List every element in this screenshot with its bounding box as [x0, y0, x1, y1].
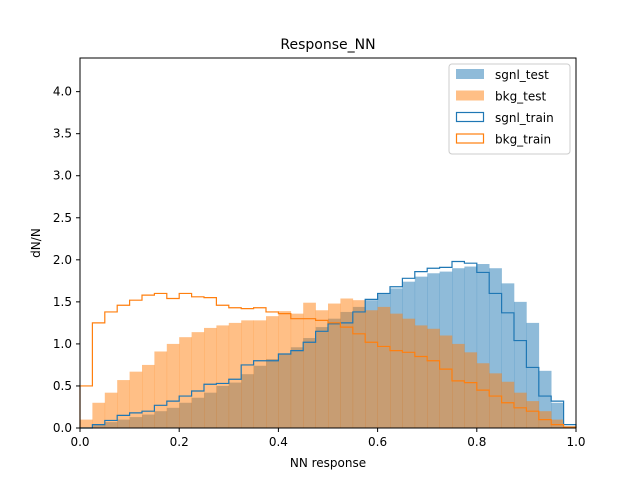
bar-bkg_test-2	[104, 392, 118, 428]
bar-bkg_test-29	[439, 335, 453, 428]
y-tick-label: 0.0	[53, 421, 72, 435]
legend-swatch-sgnl_test	[456, 69, 484, 79]
y-tick-label: 3.0	[53, 169, 72, 183]
bar-bkg_test-33	[489, 373, 502, 428]
bar-bkg_test-7	[166, 343, 180, 428]
bar-bkg_test-21	[340, 298, 354, 428]
legend-label-bkg_test: bkg_test	[495, 90, 547, 104]
bar-bkg_test-8	[179, 337, 192, 428]
bar-bkg_test-38	[551, 419, 564, 428]
y-tick-label: 1.5	[53, 295, 72, 309]
bar-bkg_test-5	[142, 364, 155, 428]
bar-bkg_test-27	[414, 325, 428, 428]
y-tick-label: 1.0	[53, 337, 72, 351]
bar-bkg_test-1	[92, 402, 106, 428]
bar-bkg_test-16	[278, 311, 292, 428]
x-axis-ticks: 0.0 0.2 0.4 0.6 0.8 1.0	[70, 428, 586, 449]
step-bkg_train	[79, 292, 577, 428]
bar-bkg_test-22	[352, 300, 366, 428]
legend-label-bkg_train: bkg_train	[495, 133, 551, 147]
bar-bkg_test-36	[526, 401, 540, 428]
step-sgnl_train	[80, 260, 577, 429]
x-tick-label: 0.2	[170, 435, 189, 449]
legend-swatch-bkg_train	[455, 133, 485, 144]
y-tick-label: 0.5	[53, 379, 72, 393]
bar-bkg_test-30	[452, 343, 465, 428]
x-tick-label: 0.6	[368, 435, 387, 449]
bar-bkg_test-10	[204, 327, 217, 428]
y-tick-label: 2.5	[53, 211, 72, 225]
axes-frame	[79, 57, 577, 429]
x-tick-label: 1.0	[566, 435, 585, 449]
legend-entries: sgnl_test bkg_test sgnl_train bkg_train	[455, 68, 554, 147]
bar-bkg_test-3	[117, 380, 130, 428]
bar-bkg_test-12	[228, 322, 242, 428]
x-axis-label: NN response	[290, 456, 366, 470]
legend-label-sgnl_test: sgnl_test	[495, 68, 549, 82]
y-tick-label: 2.0	[53, 253, 72, 267]
y-tick-label: 4.0	[53, 85, 72, 99]
y-axis-ticks: 0.0 0.5 1.0 1.5 2.0 2.5 3.0 3.5 4.0	[53, 85, 80, 435]
bar-bkg_test-19	[315, 310, 329, 428]
x-tick-label: 0.8	[467, 435, 486, 449]
bar-bkg_test-6	[154, 351, 168, 428]
bar-bkg_test-17	[290, 313, 304, 428]
bar-bkg_test-14	[253, 320, 267, 428]
legend-label-sgnl_train: sgnl_train	[495, 111, 554, 125]
y-axis-label: dN/N	[29, 228, 43, 258]
bar-bkg_test-25	[390, 313, 403, 428]
bar-bkg_test-26	[402, 318, 416, 428]
x-tick-label: 0.4	[269, 435, 288, 449]
bar-bkg_test-23	[365, 310, 378, 428]
bar-bkg_test-34	[501, 381, 515, 428]
filled-histogram-layer	[80, 264, 577, 428]
legend-box	[448, 63, 571, 155]
bar-bkg_test-13	[241, 320, 254, 428]
chart-title: Response_NN	[280, 37, 375, 53]
bar-bkg_test-18	[303, 302, 316, 428]
step-histogram-layer	[79, 260, 577, 429]
bar-bkg_test-9	[191, 332, 205, 428]
bar-bkg_test-15	[266, 316, 279, 428]
bar-bkg_test-24	[377, 306, 391, 428]
bar-bkg_test-4	[129, 371, 143, 428]
bar-bkg_test-28	[427, 328, 440, 428]
x-tick-label: 0.0	[70, 435, 89, 449]
bar-bkg_test-20	[328, 303, 341, 428]
bar-bkg_test-11	[216, 325, 230, 428]
bar-bkg_test-35	[514, 392, 527, 428]
y-tick-label: 3.5	[53, 127, 72, 141]
legend-swatch-bkg_test	[456, 90, 484, 101]
bar-bkg_test-31	[464, 352, 478, 428]
bar-bkg_test-0	[80, 419, 93, 428]
legend-swatch-sgnl_train	[455, 111, 485, 123]
legend: sgnl_test bkg_test sgnl_train bkg_train	[448, 63, 571, 155]
plot-area	[79, 260, 577, 429]
bar-bkg_test-32	[476, 363, 490, 428]
